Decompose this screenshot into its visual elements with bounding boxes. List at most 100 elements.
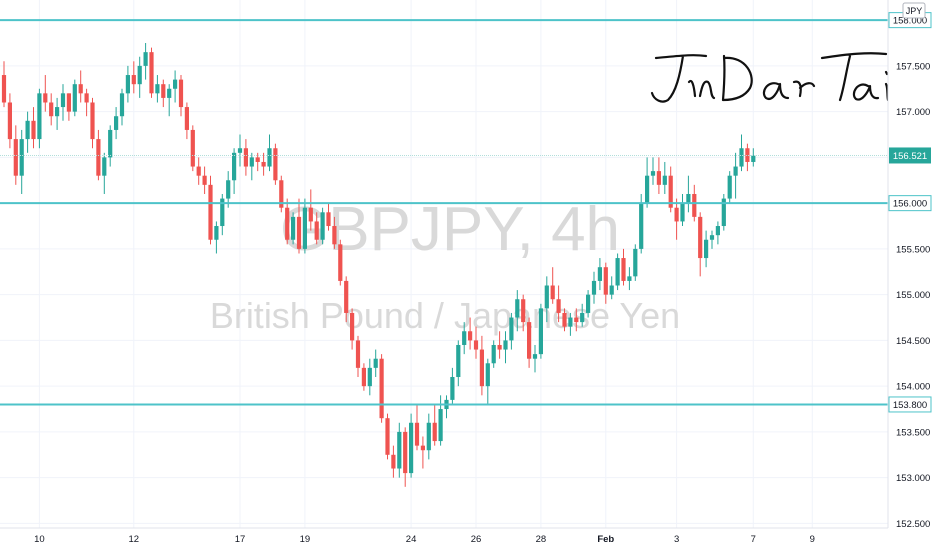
candle-body bbox=[267, 148, 272, 167]
level-price-label: 156.000 bbox=[893, 199, 927, 210]
candles bbox=[1, 43, 756, 487]
candle bbox=[562, 308, 567, 332]
candle bbox=[237, 134, 243, 167]
candle bbox=[414, 404, 420, 451]
candle bbox=[285, 198, 290, 245]
candle bbox=[190, 125, 195, 172]
candle-body bbox=[102, 157, 107, 176]
candle bbox=[456, 340, 461, 387]
x-tick-label: 19 bbox=[300, 534, 311, 545]
candle-body bbox=[96, 139, 101, 176]
candle bbox=[633, 244, 638, 281]
y-tick-label: 157.500 bbox=[896, 61, 930, 72]
candle-body bbox=[379, 358, 384, 419]
price-axis[interactable] bbox=[887, 0, 932, 528]
candle-body bbox=[344, 280, 349, 313]
candle-body bbox=[220, 198, 225, 227]
y-tick-label: 153.500 bbox=[896, 427, 930, 438]
candle bbox=[586, 290, 591, 318]
candle bbox=[715, 221, 720, 245]
candle bbox=[296, 198, 302, 254]
candle-body bbox=[302, 207, 307, 249]
candle-body bbox=[603, 267, 608, 295]
candle-body bbox=[709, 235, 715, 240]
candle bbox=[721, 193, 726, 231]
plot-background bbox=[0, 0, 888, 528]
candle bbox=[668, 166, 673, 213]
x-tick-label: 10 bbox=[34, 534, 45, 545]
candle bbox=[220, 193, 225, 236]
candle bbox=[119, 88, 125, 126]
candle bbox=[344, 276, 349, 323]
candle-body bbox=[338, 244, 343, 281]
candle bbox=[367, 358, 372, 396]
currency-label: JPY bbox=[906, 6, 923, 16]
candle bbox=[66, 93, 71, 121]
candle bbox=[49, 93, 54, 126]
candle-body bbox=[285, 207, 290, 240]
candle-body bbox=[161, 84, 166, 98]
candle-body bbox=[515, 299, 520, 318]
candle bbox=[468, 317, 473, 350]
candle-body bbox=[255, 157, 260, 162]
candle bbox=[167, 84, 172, 117]
last-price-tag: 156.521 bbox=[889, 147, 931, 164]
candle bbox=[650, 157, 656, 185]
candle bbox=[373, 349, 378, 378]
candle-body bbox=[527, 322, 532, 359]
candle bbox=[473, 326, 479, 359]
candle-body bbox=[190, 129, 195, 167]
candle bbox=[43, 75, 48, 112]
candle-body bbox=[751, 155, 756, 162]
candle-body bbox=[586, 294, 591, 313]
instrument-watermark: British Pound / Japanese Yen bbox=[210, 295, 680, 336]
candle-body bbox=[149, 52, 154, 94]
candle bbox=[25, 111, 30, 153]
candle-body bbox=[43, 93, 48, 103]
candle-body bbox=[367, 367, 372, 387]
candle-body bbox=[438, 409, 443, 442]
candle-body bbox=[733, 166, 738, 176]
candle bbox=[314, 212, 319, 245]
candle bbox=[521, 294, 526, 332]
candle-body bbox=[320, 212, 325, 240]
candle-body bbox=[662, 175, 667, 185]
candle-body bbox=[621, 258, 626, 281]
candle bbox=[674, 198, 679, 240]
candle bbox=[291, 212, 296, 245]
candle bbox=[603, 262, 608, 304]
y-tick-label: 154.500 bbox=[896, 336, 930, 347]
candle-body bbox=[409, 422, 414, 474]
candle-body bbox=[237, 148, 243, 153]
y-tick-label: 153.000 bbox=[896, 473, 930, 484]
candle bbox=[267, 134, 272, 172]
candle-body bbox=[591, 280, 597, 295]
candle-body bbox=[196, 166, 201, 176]
candle-body bbox=[704, 239, 709, 259]
candle-body bbox=[350, 312, 355, 341]
candle-body bbox=[414, 422, 420, 446]
candle bbox=[125, 65, 130, 103]
candle-body bbox=[668, 175, 673, 208]
candle bbox=[686, 175, 691, 213]
candle-body bbox=[308, 207, 313, 222]
candle-body bbox=[90, 102, 95, 140]
candle bbox=[108, 125, 113, 167]
candle bbox=[574, 308, 579, 332]
time-axis[interactable] bbox=[0, 527, 932, 550]
currency-badge[interactable]: JPY bbox=[902, 2, 926, 19]
candle bbox=[131, 61, 136, 94]
candle-body bbox=[13, 139, 18, 176]
candle bbox=[72, 79, 77, 117]
candle-body bbox=[432, 422, 437, 442]
candle bbox=[591, 271, 597, 304]
candle bbox=[55, 97, 60, 130]
candle-body bbox=[296, 216, 302, 249]
candle bbox=[704, 230, 709, 268]
candle bbox=[31, 107, 36, 149]
candle-body bbox=[385, 418, 390, 455]
candle bbox=[556, 285, 561, 323]
candle-body bbox=[420, 445, 425, 451]
candle-body bbox=[25, 120, 30, 140]
